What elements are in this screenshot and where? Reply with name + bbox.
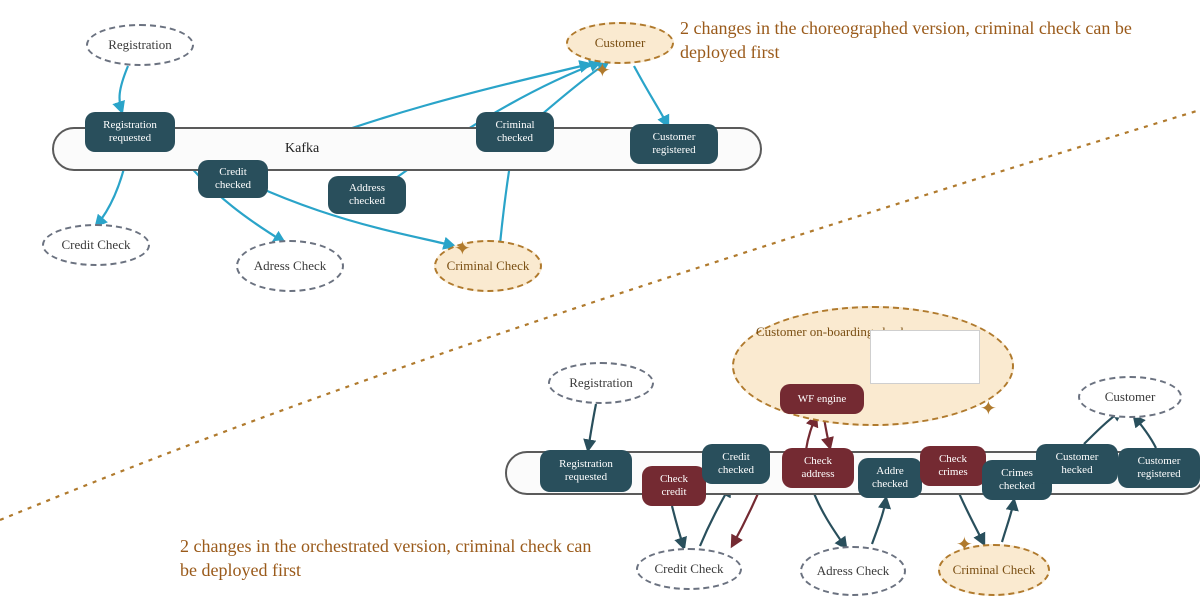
kafka-bus-label: Kafka xyxy=(285,141,319,157)
event-b-address-checked: Addre checked xyxy=(858,458,922,498)
highlight-star-2: ✦ xyxy=(980,396,997,421)
event-credit-checked: Credit checked xyxy=(198,160,268,198)
caption-choreographed: 2 changes in the choreographed version, … xyxy=(680,16,1140,65)
event-b-credit-checked: Credit checked xyxy=(702,444,770,484)
node-criminal-check: Criminal Check xyxy=(434,240,542,292)
caption-orchestrated: 2 changes in the orchestrated version, c… xyxy=(180,534,600,583)
highlight-star-3: ✦ xyxy=(956,532,973,557)
event-address-checked: Address checked xyxy=(328,176,406,214)
event-b-cust-registered: Customer registered xyxy=(1118,448,1200,488)
node-b-customer: Customer xyxy=(1078,376,1182,418)
event-b-reg-requested: Registration requested xyxy=(540,450,632,492)
node-customer: Customer xyxy=(566,22,674,64)
node-b-criminal-check: Criminal Check xyxy=(938,544,1050,596)
event-b-cust-checked: Customer hecked xyxy=(1036,444,1118,484)
event-b-check-crimes: Check crimes xyxy=(920,446,986,486)
highlight-star-1: ✦ xyxy=(454,236,471,261)
wf-engine-chip: WF engine xyxy=(780,384,864,414)
event-reg-requested: Registration requested xyxy=(85,112,175,152)
diagram-stage: 2 changes in the choreographed version, … xyxy=(0,0,1200,606)
overlay-svg xyxy=(0,0,1200,606)
event-b-check-address: Check address xyxy=(782,448,854,488)
workflow-card xyxy=(870,330,980,384)
node-b-registration: Registration xyxy=(548,362,654,404)
highlight-star-0: ✦ xyxy=(594,58,611,83)
node-registration: Registration xyxy=(86,24,194,66)
event-criminal-checked: Criminal checked xyxy=(476,112,554,152)
node-credit-check: Credit Check xyxy=(42,224,150,266)
node-address-check: Adress Check xyxy=(236,240,344,292)
node-b-address-check: Adress Check xyxy=(800,546,906,596)
event-b-check-credit: Check credit xyxy=(642,466,706,506)
node-b-credit-check: Credit Check xyxy=(636,548,742,590)
event-cust-registered: Customer registered xyxy=(630,124,718,164)
